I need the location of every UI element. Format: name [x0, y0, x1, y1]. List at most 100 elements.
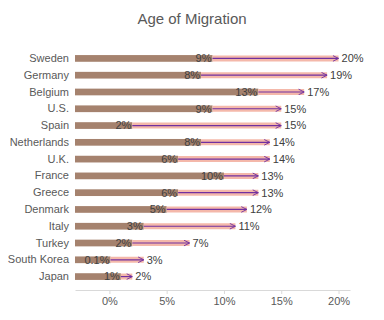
arrow-line [178, 159, 270, 160]
x-tick: 10% [213, 290, 235, 307]
arrow-line [224, 175, 258, 176]
arrow [121, 276, 132, 277]
data-label: 17% [307, 86, 329, 98]
arrow-band [132, 240, 189, 246]
y-tick: Japan [39, 270, 69, 282]
arrow [224, 175, 258, 176]
data-label: 2% [135, 270, 151, 282]
data-label: 13% [261, 170, 283, 182]
arrow-band [167, 206, 247, 212]
data-label: 8% [184, 136, 200, 148]
arrow-band [213, 106, 282, 112]
arrow-line [201, 75, 327, 76]
data-label: 1% [104, 270, 120, 282]
arrow [144, 226, 236, 227]
category-label: Germany [24, 69, 70, 81]
arrow [213, 58, 339, 59]
category-label: Belgium [29, 86, 69, 98]
arrow [201, 142, 270, 143]
x-tick-mark [167, 290, 168, 294]
x-tick: 20% [328, 290, 350, 307]
y-tick: Greece [33, 186, 69, 198]
arrow [167, 209, 247, 210]
data-label: 10% [201, 170, 223, 182]
arrow-band [201, 139, 270, 145]
bar [75, 55, 213, 62]
arrow-band [258, 89, 304, 95]
category-label: Greece [33, 186, 69, 198]
arrow-line [178, 192, 258, 193]
arrow-band [111, 257, 144, 263]
data-label: 14% [273, 153, 295, 165]
arrow-line [213, 58, 339, 59]
arrow [132, 125, 281, 126]
category-label: U.K. [48, 153, 69, 165]
y-tick: South Korea [8, 253, 70, 265]
data-label: 2% [115, 237, 131, 249]
arrow-band [144, 223, 236, 229]
arrow [178, 192, 258, 193]
category-label: South Korea [8, 253, 70, 265]
y-tick: Denmark [24, 203, 69, 215]
arrow [178, 159, 270, 160]
data-label: 6% [161, 187, 177, 199]
data-label: 6% [161, 153, 177, 165]
data-label: 3% [127, 220, 143, 232]
category-label: Turkey [36, 237, 70, 249]
arrow [213, 108, 282, 109]
y-tick: Netherlands [10, 136, 70, 148]
category-label: U.S. [48, 102, 69, 114]
y-axis: Sweden Germany Belgium U.S. Spain Netherlands… [8, 52, 70, 282]
category-label: Denmark [24, 203, 69, 215]
data-label: 13% [235, 86, 257, 98]
y-tick: Sweden [29, 52, 69, 64]
arrow-band [201, 72, 327, 78]
x-tick-label: 15% [271, 295, 293, 307]
bar [75, 105, 213, 112]
arrow-line [144, 226, 236, 227]
data-label: 19% [330, 69, 352, 81]
arrow-line [258, 91, 304, 92]
arrow-band [132, 123, 281, 129]
data-label: 3% [147, 254, 163, 266]
chart: Age of Migration0%5%10%15%20%SwedenGerma… [0, 0, 384, 320]
category-label: Italy [49, 220, 70, 232]
data-label: 13% [261, 187, 283, 199]
category-label: Netherlands [10, 136, 70, 148]
bar [75, 72, 201, 79]
arrow-band [178, 190, 258, 196]
y-tick: France [35, 169, 69, 181]
category-label: Japan [39, 270, 69, 282]
arrow-band [213, 55, 339, 61]
plot-area [75, 55, 339, 280]
data-label: 15% [284, 103, 306, 115]
title: Age of Migration [137, 10, 246, 27]
arrow [258, 91, 304, 92]
x-tick-label: 10% [213, 295, 235, 307]
bar [75, 139, 201, 146]
x-axis: 0%5%10%15%20% [76, 290, 351, 307]
bar [75, 89, 258, 96]
data-label: 8% [184, 69, 200, 81]
x-tick: 5% [159, 290, 175, 307]
data-label: 0.1% [84, 254, 109, 266]
y-tick: U.K. [48, 153, 69, 165]
data-label: 7% [193, 237, 209, 249]
data-label: 9% [196, 52, 212, 64]
arrow [132, 243, 189, 244]
data-label: 14% [273, 136, 295, 148]
y-tick: Spain [41, 119, 69, 131]
x-tick-mark [339, 290, 340, 294]
arrow-band [121, 274, 132, 280]
data-label: 12% [250, 203, 272, 215]
arrow [111, 259, 144, 260]
arrow-line [132, 242, 189, 243]
category-label: Sweden [29, 52, 69, 64]
x-axis-line [76, 290, 351, 291]
data-labels: 9%8%13%9%2%8%6%10%6%5%3%2%0.1%1%20%19%17… [84, 52, 363, 282]
data-label: 15% [284, 119, 306, 131]
x-tick-label: 20% [328, 295, 350, 307]
y-tick: Germany [24, 69, 70, 81]
y-tick: Italy [49, 220, 70, 232]
x-tick: 15% [271, 290, 293, 307]
